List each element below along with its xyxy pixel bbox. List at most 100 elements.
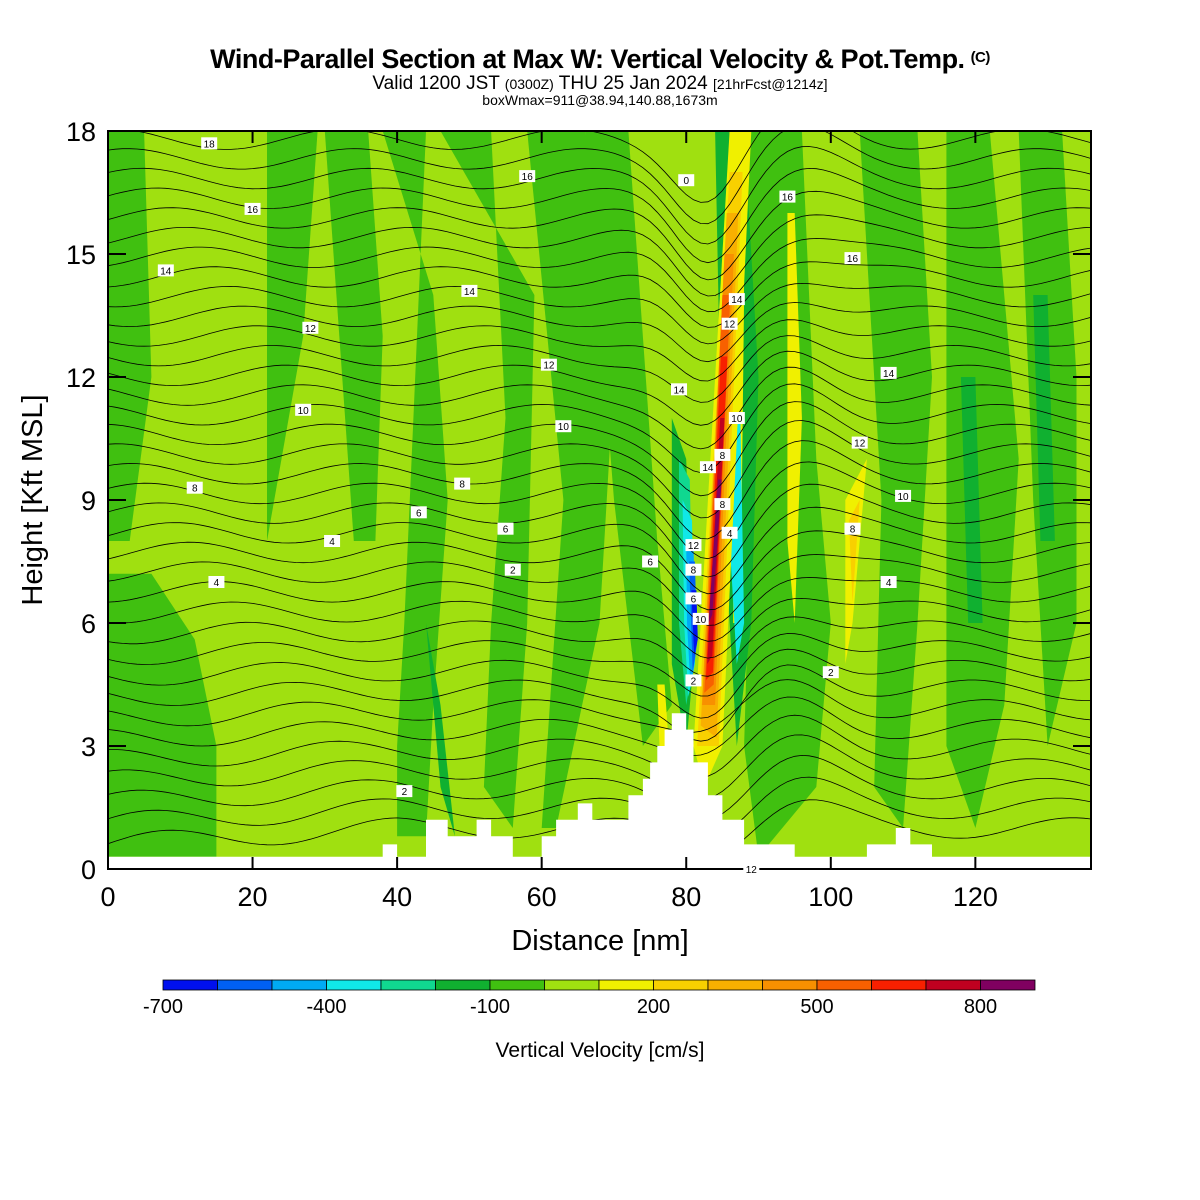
contour-label-1: 16 xyxy=(244,202,261,216)
velocity-band-5 xyxy=(440,131,535,828)
contour-label-20: 14 xyxy=(880,366,897,380)
theta-contour-26 xyxy=(108,302,1091,363)
contour-label-text: 4 xyxy=(727,529,733,540)
contour-label-bg xyxy=(685,592,702,605)
contour-label-text: 10 xyxy=(898,492,910,503)
colorbar-swatch-0 xyxy=(162,979,218,991)
colorbar-swatch-3 xyxy=(326,979,382,991)
contour-label-22: 10 xyxy=(895,489,912,503)
contour-label-12: 6 xyxy=(497,522,514,536)
contour-label-text: 12 xyxy=(305,324,317,335)
contour-label-bg xyxy=(728,412,745,424)
colorbar-swatch-9 xyxy=(653,979,709,991)
colorbar-swatch-5 xyxy=(435,979,491,991)
contour-label-text: 4 xyxy=(214,578,220,589)
y-tick-label-3: 3 xyxy=(81,732,96,762)
contour-label-6: 12 xyxy=(540,358,557,372)
contour-label-bg xyxy=(714,448,731,461)
contour-label-bg xyxy=(692,612,709,625)
x-tick-label-20: 20 xyxy=(238,882,268,912)
colorbar-tick-label-3: 200 xyxy=(637,996,670,1018)
contour-label-text: 16 xyxy=(847,254,859,265)
colorbar-swatch-7 xyxy=(544,979,600,991)
contour-label-bg xyxy=(396,785,413,798)
theta-contour-1 xyxy=(108,776,1091,840)
contour-label-21: 12 xyxy=(851,436,868,450)
contour-label-bg xyxy=(895,489,912,502)
box-info: boxWmax=911@38.94,140.88,1673m xyxy=(482,92,718,108)
contour-label-3: 14 xyxy=(157,264,174,277)
contour-label-26: 14 xyxy=(728,293,745,306)
contour-label-text: 4 xyxy=(886,578,892,589)
colorbar-swatch-8 xyxy=(598,979,654,991)
contour-label-10: 8 xyxy=(454,477,471,491)
contour-label-bg xyxy=(201,137,218,150)
contour-label-8: 10 xyxy=(555,420,572,433)
contour-label-text: 6 xyxy=(647,558,653,569)
x-tick-label-60: 60 xyxy=(527,882,557,912)
contour-label-text: 10 xyxy=(695,615,707,626)
valid-zulu: (0300Z) xyxy=(504,76,554,92)
contour-label-15: 2 xyxy=(504,563,521,577)
contour-label-bg xyxy=(324,535,341,547)
contour-label-bg xyxy=(208,576,225,588)
contour-label-bg xyxy=(844,522,861,535)
velocity-band-12 xyxy=(426,623,455,837)
contour-label-text: 16 xyxy=(247,205,259,216)
contour-label-text: 18 xyxy=(204,139,216,150)
x-tick-label-80: 80 xyxy=(671,882,701,912)
theta-contour-4 xyxy=(108,714,1091,779)
theta-contour-23 xyxy=(108,350,1091,426)
contour-label-text: 10 xyxy=(731,414,743,425)
contour-label-text: 14 xyxy=(673,385,685,396)
contour-label-text: 16 xyxy=(522,172,534,183)
contour-label-text: 12 xyxy=(746,865,758,876)
colorbar-tick-label-0: -700 xyxy=(143,996,183,1018)
valid-date: THU 25 Jan 2024 xyxy=(558,73,708,94)
y-tick-label-12: 12 xyxy=(66,363,96,393)
contour-label-text: 14 xyxy=(731,295,743,306)
contour-label-text: 14 xyxy=(464,287,476,298)
contour-label-14: 4 xyxy=(208,576,225,589)
theta-contour-20 xyxy=(108,401,1091,497)
chart-title-text: Wind-Parallel Section at Max W: Vertical… xyxy=(210,44,965,74)
contour-label-text: 8 xyxy=(691,566,697,577)
x-tick-label-40: 40 xyxy=(382,882,412,912)
theta-contour-34 xyxy=(108,131,1091,225)
contour-label-bg xyxy=(461,284,478,297)
contour-label-text: 14 xyxy=(160,266,172,277)
contour-label-text: 14 xyxy=(883,369,895,380)
y-tick-label-9: 9 xyxy=(81,486,96,516)
contour-label-text: 14 xyxy=(702,463,714,474)
contour-label-bg xyxy=(851,436,868,449)
contour-label-bg xyxy=(497,522,514,535)
valid-prefix: Valid 1200 JST xyxy=(372,73,500,94)
velocity-band-2 xyxy=(267,131,318,541)
plot-area xyxy=(108,131,1091,869)
contour-label-17: 0 xyxy=(678,174,695,187)
contour-label-text: 12 xyxy=(688,541,700,552)
contour-label-bg xyxy=(743,863,760,875)
contour-label-bg xyxy=(157,264,174,277)
theta-contours xyxy=(108,131,1091,858)
contour-label-text: 12 xyxy=(724,320,736,331)
contour-label-23: 8 xyxy=(844,522,861,536)
contour-label-bg xyxy=(880,366,897,379)
theta-contour-27 xyxy=(108,282,1091,345)
contour-label-bg xyxy=(721,526,738,539)
colorbar-swatch-1 xyxy=(217,979,273,991)
colorbar-swatch-6 xyxy=(489,979,545,991)
contour-label-text: 16 xyxy=(782,193,794,204)
y-tick-label-0: 0 xyxy=(81,855,96,885)
theta-contour-11 xyxy=(108,597,1091,659)
colorbar-swatch-13 xyxy=(871,979,927,991)
velocity-band-0 xyxy=(108,131,152,541)
theta-contour-30 xyxy=(108,214,1091,297)
contour-label-35: 6 xyxy=(685,592,702,605)
y-tick-label-18: 18 xyxy=(66,117,96,147)
contour-label-bg xyxy=(295,403,312,416)
contour-label-bg xyxy=(844,252,861,265)
theta-contour-28 xyxy=(108,261,1091,328)
contour-label-text: 6 xyxy=(691,594,697,605)
